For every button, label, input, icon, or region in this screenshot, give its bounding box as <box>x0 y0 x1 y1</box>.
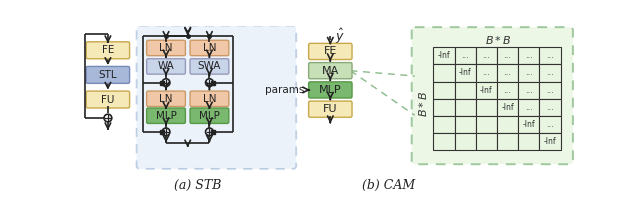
Bar <box>540 82 561 99</box>
Text: FU: FU <box>323 104 337 114</box>
Bar <box>518 64 540 82</box>
Bar <box>540 99 561 116</box>
Bar <box>497 133 518 150</box>
Text: -Inf: -Inf <box>459 68 472 77</box>
Bar <box>476 47 497 64</box>
Text: $B*B$: $B*B$ <box>485 34 512 46</box>
Text: LN: LN <box>159 94 173 104</box>
Text: STL: STL <box>99 70 117 80</box>
Bar <box>497 82 518 99</box>
Text: -Inf: -Inf <box>522 120 535 129</box>
Bar <box>540 47 561 64</box>
Text: ...: ... <box>525 68 532 77</box>
Bar <box>518 133 540 150</box>
FancyBboxPatch shape <box>147 91 186 106</box>
Bar <box>476 64 497 82</box>
Text: ...: ... <box>546 51 554 60</box>
Bar <box>518 99 540 116</box>
Text: ...: ... <box>483 51 490 60</box>
Bar <box>476 133 497 150</box>
Text: ...: ... <box>525 86 532 95</box>
Bar <box>518 82 540 99</box>
Text: ...: ... <box>461 51 469 60</box>
Text: FU: FU <box>101 95 115 104</box>
Text: $\hat{y}$: $\hat{y}$ <box>335 27 344 46</box>
Bar <box>433 116 454 133</box>
Bar <box>454 116 476 133</box>
FancyBboxPatch shape <box>308 101 352 117</box>
Text: WA: WA <box>157 61 174 72</box>
Text: ...: ... <box>546 86 554 95</box>
FancyBboxPatch shape <box>147 108 186 123</box>
Bar <box>540 133 561 150</box>
Bar <box>518 116 540 133</box>
Text: MA: MA <box>322 66 339 76</box>
FancyBboxPatch shape <box>190 108 229 123</box>
Text: -Inf: -Inf <box>543 137 556 146</box>
Bar <box>476 82 497 99</box>
Text: ...: ... <box>483 68 490 77</box>
Text: FE: FE <box>102 45 114 55</box>
FancyBboxPatch shape <box>190 40 229 56</box>
Text: params: params <box>264 85 304 95</box>
Text: ...: ... <box>525 51 532 60</box>
FancyBboxPatch shape <box>86 66 129 83</box>
Text: ...: ... <box>546 120 554 129</box>
Text: SWA: SWA <box>198 61 221 72</box>
Text: ...: ... <box>546 103 554 112</box>
Bar <box>497 47 518 64</box>
Text: ...: ... <box>546 68 554 77</box>
Bar <box>454 47 476 64</box>
Text: MLP: MLP <box>319 85 342 95</box>
Bar <box>454 64 476 82</box>
Bar <box>518 47 540 64</box>
Bar <box>540 116 561 133</box>
Bar <box>476 99 497 116</box>
FancyBboxPatch shape <box>308 43 352 59</box>
FancyBboxPatch shape <box>190 59 229 74</box>
Text: ...: ... <box>504 68 511 77</box>
Bar <box>476 116 497 133</box>
Text: (b) CAM: (b) CAM <box>362 178 415 192</box>
FancyBboxPatch shape <box>308 82 352 98</box>
FancyBboxPatch shape <box>308 62 352 79</box>
Text: MLP: MLP <box>199 111 220 121</box>
Text: (a) STB: (a) STB <box>174 178 221 192</box>
Text: LN: LN <box>203 94 216 104</box>
FancyBboxPatch shape <box>136 26 296 169</box>
Text: $B*B$: $B*B$ <box>417 90 429 117</box>
Text: MLP: MLP <box>156 111 177 121</box>
Text: LN: LN <box>159 43 173 53</box>
Bar <box>433 64 454 82</box>
FancyBboxPatch shape <box>147 59 186 74</box>
Bar <box>497 64 518 82</box>
FancyBboxPatch shape <box>86 91 129 108</box>
Bar <box>454 99 476 116</box>
Text: FE: FE <box>324 46 337 56</box>
Text: ...: ... <box>504 51 511 60</box>
Text: LN: LN <box>203 43 216 53</box>
Bar <box>433 82 454 99</box>
Bar <box>454 133 476 150</box>
Bar <box>497 99 518 116</box>
Bar <box>433 47 454 64</box>
Bar <box>540 64 561 82</box>
Bar <box>497 116 518 133</box>
FancyBboxPatch shape <box>190 91 229 106</box>
Bar <box>433 133 454 150</box>
Text: -Inf: -Inf <box>480 86 493 95</box>
FancyBboxPatch shape <box>147 40 186 56</box>
Text: -Inf: -Inf <box>438 51 451 60</box>
Text: ...: ... <box>504 86 511 95</box>
FancyBboxPatch shape <box>86 42 129 59</box>
Bar <box>433 99 454 116</box>
FancyBboxPatch shape <box>412 27 573 164</box>
Text: -Inf: -Inf <box>501 103 514 112</box>
Bar <box>454 82 476 99</box>
Text: ...: ... <box>525 103 532 112</box>
